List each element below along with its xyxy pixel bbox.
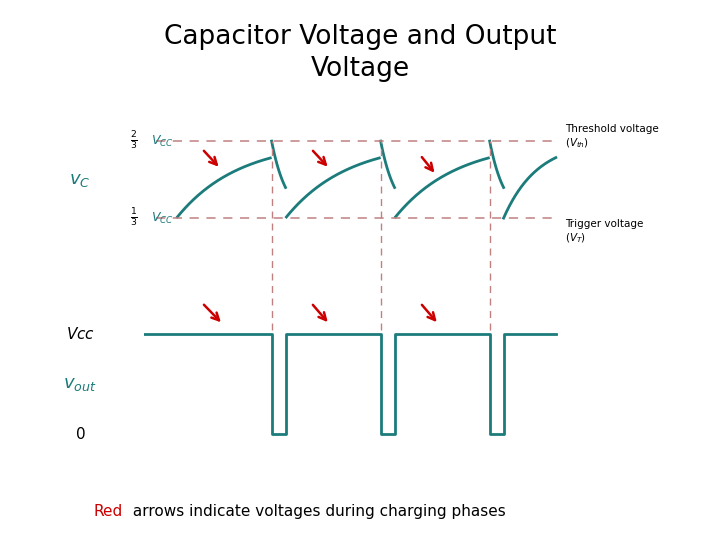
Text: Trigger voltage
$(V_T)$: Trigger voltage $(V_T)$ xyxy=(565,219,644,245)
Text: $\frac{1}{3}$: $\frac{1}{3}$ xyxy=(130,207,138,229)
Text: $v_C$: $v_C$ xyxy=(70,171,91,188)
Text: arrows indicate voltages during charging phases: arrows indicate voltages during charging… xyxy=(128,504,506,519)
Text: $Vcc$: $Vcc$ xyxy=(66,326,95,341)
Text: Red: Red xyxy=(94,504,123,519)
Text: $V_{CC}$: $V_{CC}$ xyxy=(151,133,174,148)
Text: $V_{CC}$: $V_{CC}$ xyxy=(151,211,174,226)
Text: Threshold voltage
$(V_{th})$: Threshold voltage $(V_{th})$ xyxy=(565,124,659,150)
Text: $0$: $0$ xyxy=(75,426,86,442)
Text: $\frac{2}{3}$: $\frac{2}{3}$ xyxy=(130,130,138,152)
Text: Capacitor Voltage and Output
Voltage: Capacitor Voltage and Output Voltage xyxy=(163,24,557,82)
Text: $v_{out}$: $v_{out}$ xyxy=(63,375,97,393)
